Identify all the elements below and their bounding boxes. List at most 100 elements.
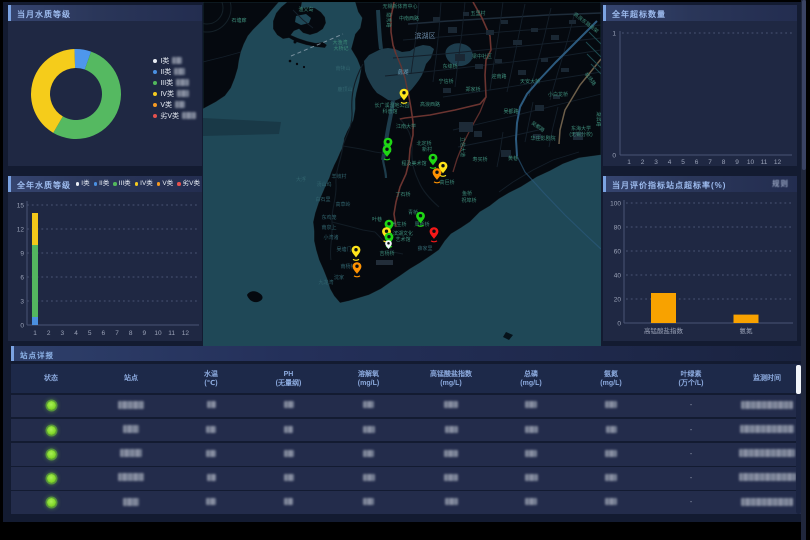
cell-station <box>91 400 171 411</box>
cell-value <box>411 401 491 410</box>
x-tick-month: 6 <box>102 330 106 337</box>
map-pin-red[interactable] <box>429 227 439 243</box>
redacted-value <box>283 473 294 481</box>
map-label: 白石里 <box>315 196 330 203</box>
legend-item-劣V类[interactable]: 劣V类 <box>177 176 200 192</box>
map-pin-yellow[interactable] <box>351 245 361 261</box>
stack-segment-IV类[interactable] <box>32 213 38 245</box>
x-tick-month: 3 <box>654 159 658 166</box>
redacted-value <box>605 425 617 433</box>
redacted-value <box>206 401 216 409</box>
map-label: 南杨桥 <box>340 263 355 270</box>
column-name: 水温 <box>204 370 218 378</box>
map-pin-green[interactable] <box>428 153 438 169</box>
legend-item-III类[interactable]: III类 <box>113 176 131 192</box>
page-scrollbar[interactable] <box>801 0 806 540</box>
redacted-value <box>605 401 617 409</box>
legend-label: IV类 <box>140 180 153 187</box>
y-tick: 0 <box>617 321 621 328</box>
legend-item-劣V类[interactable]: 劣V类 <box>153 110 196 121</box>
map-label: 大桥记 <box>333 45 348 52</box>
map-pin-white[interactable] <box>385 240 392 250</box>
legend-value-redacted <box>176 79 190 86</box>
map-label: 江南大学 <box>396 123 416 130</box>
table-row-2[interactable]: - <box>11 418 803 442</box>
cell-value <box>171 473 251 483</box>
legend-item-IV类[interactable]: IV类 <box>134 176 153 192</box>
exceed-count-chart: 101 2 3 4 5 6 7 8 9 10 11 12 <box>612 31 792 166</box>
redacted-value <box>444 449 458 457</box>
page-scrollbar-thumb[interactable] <box>801 0 806 170</box>
stack-segment-II类[interactable] <box>32 317 38 325</box>
x-tick-month: 6 <box>695 159 699 166</box>
bar-氨氮[interactable] <box>733 314 759 323</box>
cell-value <box>491 401 571 410</box>
cell-time <box>731 497 803 508</box>
table-row-4[interactable]: - <box>11 467 803 490</box>
pin-ripple <box>353 275 361 278</box>
column-header-状态: 状态 <box>11 374 91 383</box>
column-header-水温: 水温 (℃) <box>171 370 251 388</box>
bar-高锰酸盐指数[interactable] <box>651 293 676 323</box>
legend-value-redacted <box>174 68 186 75</box>
panel-year-exceed: 全年超标数量 1 0 1 2 3 4 5 6 7 8 9 10 11 12 <box>603 5 797 166</box>
legend-dot <box>75 182 80 186</box>
donut-slice-III类[interactable] <box>53 51 121 139</box>
exceed-rate-chart: 0 20 40 60 80 100 高锰酸盐指数 氨氮 <box>610 200 793 335</box>
table-row-5[interactable]: - <box>11 491 803 514</box>
map[interactable]: 无锡新体育中心 隐秀路 中南西路 滨湖区 五里村 高浪东路高架 东绛桥 梁中社区 宁信桥 郑家桥迎… <box>182 0 602 346</box>
rules-link[interactable]: 规则 <box>772 179 789 188</box>
map-pin-green[interactable] <box>382 145 392 161</box>
map-pin-green[interactable] <box>416 211 425 227</box>
legend-item-IV类[interactable]: IV类 <box>153 88 196 99</box>
x-tick-month: 4 <box>74 330 78 337</box>
redacted-value <box>362 473 375 481</box>
legend-item-II类[interactable]: II类 <box>153 66 196 77</box>
map-label: 滨湖区 <box>415 31 436 40</box>
cell-status <box>11 473 91 483</box>
map-label: 养生桥 <box>391 221 406 228</box>
table-body: - - - - - <box>11 394 803 514</box>
column-unit: (无量纲) <box>275 379 302 387</box>
table-row-3[interactable]: - <box>11 442 803 466</box>
table-scrollbar-thumb[interactable] <box>796 365 801 394</box>
map-lihu-lake <box>364 45 434 101</box>
panel-title: 当月评价指标站点超标率(%) <box>612 181 727 190</box>
map-pin-yellow[interactable] <box>399 88 409 104</box>
legend-dot <box>153 69 158 74</box>
redacted-value <box>118 400 144 409</box>
cell-value <box>491 498 571 507</box>
cell-station <box>91 449 171 459</box>
legend-item-II类[interactable]: II类 <box>93 176 109 192</box>
donut-slice-IV类[interactable] <box>30 49 76 133</box>
map-pin-orange[interactable] <box>352 262 362 278</box>
map-pin-orange[interactable] <box>432 168 442 184</box>
legend-item-I类[interactable]: I类 <box>153 55 196 66</box>
legend-item-V类[interactable]: V类 <box>156 176 173 192</box>
column-header-叶绿素: 叶绿素 (万个/L) <box>651 370 731 388</box>
legend-item-I类[interactable]: I类 <box>75 176 90 192</box>
map-label: 东绛桥 <box>442 63 457 70</box>
map-label: 新村 <box>422 146 432 153</box>
x-tick-month: 11 <box>168 330 175 337</box>
stack-segment-III类[interactable] <box>32 245 38 317</box>
x-tick-category: 氨氮 <box>740 326 754 335</box>
column-header-总磷: 总磷 (mg/L) <box>491 370 571 388</box>
table-row-1[interactable]: - <box>11 394 803 418</box>
map-label: 迎南路 <box>491 73 506 80</box>
map-pins <box>351 88 448 278</box>
pin-shape <box>428 153 438 166</box>
legend-item-V类[interactable]: V类 <box>153 99 196 110</box>
x-tick-category: 高锰酸盐指数 <box>644 326 684 335</box>
map-islet <box>288 59 292 63</box>
legend-dot <box>93 182 98 186</box>
legend-dot <box>153 102 158 107</box>
legend-item-III类[interactable]: III类 <box>153 77 196 88</box>
donut-slice-II类[interactable] <box>74 49 92 70</box>
column-name: 叶绿素 <box>680 370 702 378</box>
column-name: 监测时间 <box>753 375 781 382</box>
redacted-value <box>283 401 294 409</box>
x-tick-month: 11 <box>761 159 768 166</box>
table-scrollbar[interactable] <box>796 364 801 514</box>
